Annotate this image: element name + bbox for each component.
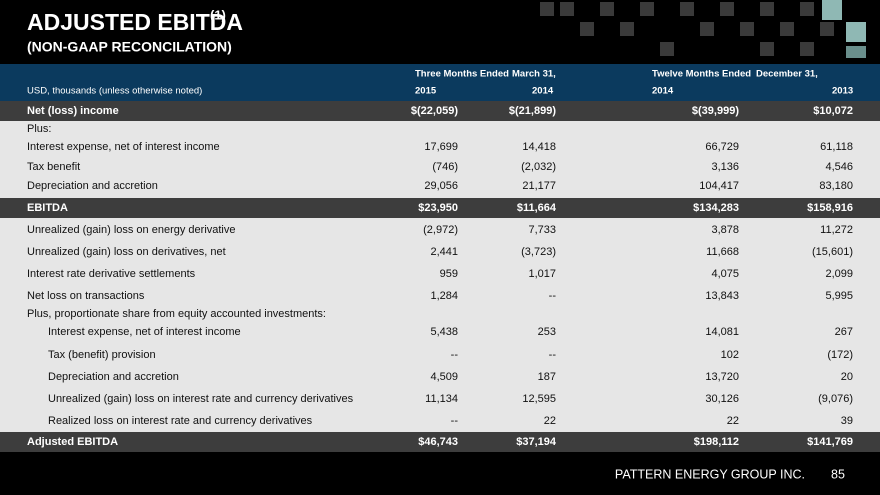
- cell: 66,729: [705, 141, 739, 153]
- cell: (3,723): [521, 246, 556, 258]
- cell: 21,177: [522, 180, 556, 192]
- row-label: Net loss on transactions: [27, 290, 145, 302]
- cell: 102: [721, 349, 739, 361]
- cell: 13,843: [705, 290, 739, 302]
- cell: (15,601): [812, 246, 853, 258]
- cell: 3,878: [711, 224, 739, 236]
- cell: $37,194: [516, 436, 557, 448]
- cell: 13,720: [705, 371, 739, 383]
- row-label: Interest rate derivative settlements: [27, 268, 196, 280]
- cell: 4,546: [825, 161, 853, 173]
- cell: 2,441: [430, 246, 458, 258]
- row-label: Unrealized (gain) loss on derivatives, n…: [27, 246, 226, 258]
- cell: 267: [835, 326, 853, 338]
- cell: 20: [841, 371, 853, 383]
- title-note: (1): [210, 7, 226, 22]
- page-number: 85: [831, 467, 845, 481]
- cell: (746): [432, 161, 458, 173]
- cell: 14,418: [522, 141, 556, 153]
- cell: 253: [538, 326, 556, 338]
- year: 2013: [832, 86, 853, 97]
- row-label: Interest expense, net of interest income: [48, 326, 241, 338]
- cell: 104,417: [699, 180, 739, 192]
- cell: 22: [544, 415, 556, 427]
- cell: 30,126: [705, 393, 739, 405]
- row-label: Unrealized (gain) loss on interest rate …: [48, 393, 354, 405]
- cell: $158,916: [807, 202, 853, 214]
- row-label: Plus:: [27, 123, 51, 135]
- cell: $198,112: [694, 436, 739, 448]
- subtitle: (NON-GAAP RECONCILATION): [27, 39, 232, 55]
- cell: 11,272: [820, 224, 853, 236]
- row-label: Realized loss on interest rate and curre…: [48, 415, 313, 427]
- cell: 11,134: [425, 393, 458, 405]
- row-label: Adjusted EBITDA: [27, 436, 118, 448]
- cell: $(21,899): [509, 105, 556, 117]
- row-label: Plus, proportionate share from equity ac…: [27, 308, 326, 320]
- cell: (2,032): [521, 161, 556, 173]
- cell: 959: [440, 268, 458, 280]
- cell: --: [451, 349, 459, 361]
- cell: $(39,999): [692, 105, 739, 117]
- cell: 2,099: [825, 268, 853, 280]
- cell: 29,056: [424, 180, 458, 192]
- decoration: [540, 0, 866, 58]
- cell: 11,668: [706, 246, 739, 258]
- unit-label: USD, thousands (unless otherwise noted): [27, 86, 202, 97]
- period-date: March 31,: [512, 69, 556, 80]
- period-date: December 31,: [756, 69, 818, 80]
- cell: 22: [727, 415, 739, 427]
- cell: 1,284: [430, 290, 458, 302]
- period-label: Three Months Ended: [415, 69, 509, 80]
- cell: 7,733: [528, 224, 556, 236]
- row-label: EBITDA: [27, 202, 68, 214]
- cell: 5,438: [430, 326, 458, 338]
- cell: 4,075: [711, 268, 739, 280]
- row-label: Tax benefit: [27, 161, 80, 173]
- row-label: Depreciation and accretion: [48, 371, 179, 383]
- cell: 187: [538, 371, 556, 383]
- cell: 14,081: [705, 326, 739, 338]
- cell: 12,595: [522, 393, 556, 405]
- cell: 83,180: [819, 180, 853, 192]
- footer-company: PATTERN ENERGY GROUP INC.: [615, 467, 805, 481]
- cell: --: [549, 349, 557, 361]
- cell: 17,699: [424, 141, 458, 153]
- cell: --: [451, 415, 459, 427]
- cell: (9,076): [818, 393, 853, 405]
- row-label: Interest expense, net of interest income: [27, 141, 220, 153]
- cell: 5,995: [825, 290, 853, 302]
- row-label: Unrealized (gain) loss on energy derivat…: [27, 224, 236, 236]
- title: ADJUSTED EBITDA: [27, 9, 243, 35]
- row-label: Depreciation and accretion: [27, 180, 158, 192]
- cell: --: [549, 290, 557, 302]
- row-label: Net (loss) income: [27, 105, 119, 117]
- cell: $46,743: [418, 436, 458, 448]
- cell: $23,950: [418, 202, 458, 214]
- year: 2014: [652, 86, 674, 97]
- cell: (2,972): [423, 224, 458, 236]
- cell: $(22,059): [411, 105, 458, 117]
- year: 2015: [415, 86, 437, 97]
- cell: $11,664: [517, 202, 557, 214]
- cell: $141,769: [807, 436, 853, 448]
- cell: $134,283: [693, 202, 739, 214]
- period-label: Twelve Months Ended: [652, 69, 751, 80]
- total-band: [0, 198, 880, 218]
- cell: 39: [841, 415, 853, 427]
- cell: (172): [827, 349, 853, 361]
- cell: 3,136: [711, 161, 739, 173]
- row-label: Tax (benefit) provision: [48, 349, 156, 361]
- year: 2014: [532, 86, 554, 97]
- cell: $10,072: [813, 105, 853, 117]
- cell: 4,509: [430, 371, 458, 383]
- header-band: [0, 64, 880, 101]
- cell: 61,118: [820, 141, 853, 153]
- total-band: [0, 101, 880, 121]
- table-body: [0, 101, 880, 432]
- total-band: [0, 432, 880, 452]
- cell: 1,017: [528, 268, 556, 280]
